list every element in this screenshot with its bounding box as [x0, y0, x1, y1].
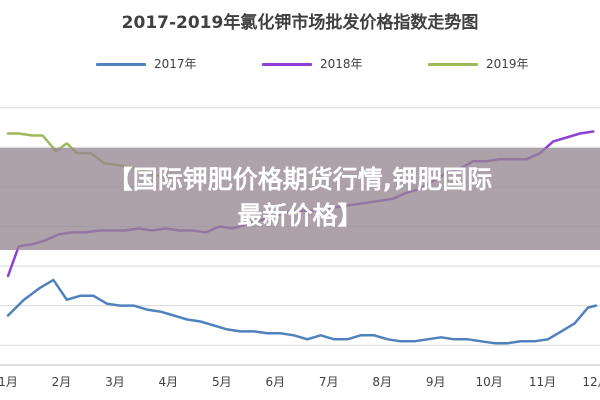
headline-text: 【国际钾肥价格期货行情,钾肥国际 最新价格】 — [30, 162, 570, 234]
x-tick-label-4: 4月 — [159, 375, 179, 389]
x-tick-label-11: 11月 — [529, 375, 556, 389]
legend-swatch-2018 — [262, 63, 312, 66]
x-tick-label-12: 12月 — [582, 375, 600, 389]
legend-swatch-2019 — [428, 63, 478, 66]
x-tick-label-1: 1月 — [0, 375, 18, 389]
x-tick-label-3: 3月 — [105, 375, 125, 389]
x-tick-label-10: 10月 — [475, 375, 502, 389]
chart-title: 2017-2019年氯化钾市场批发价格指数走势图 — [121, 13, 479, 33]
legend-label-2017: 2017年 — [154, 57, 197, 71]
x-tick-label-6: 6月 — [265, 375, 285, 389]
x-tick-label-5: 5月 — [212, 375, 232, 389]
legend-swatch-2017 — [96, 63, 146, 66]
series-line-2017年 — [6, 278, 598, 345]
x-tick-label-9: 9月 — [426, 375, 446, 389]
legend-label-2018: 2018年 — [320, 57, 363, 71]
chart-legend: 2017年 2018年 2019年 — [0, 54, 600, 74]
legend-label-2019: 2019年 — [486, 57, 529, 71]
headline-overlay: 【国际钾肥价格期货行情,钾肥国际 最新价格】 — [0, 148, 600, 250]
x-tick-label-7: 7月 — [319, 375, 339, 389]
x-tick-label-8: 8月 — [372, 375, 392, 389]
headline-line-1: 【国际钾肥价格期货行情,钾肥国际 — [107, 165, 493, 194]
headline-line-2: 最新价格】 — [237, 201, 363, 230]
x-tick-label-2: 2月 — [52, 375, 72, 389]
